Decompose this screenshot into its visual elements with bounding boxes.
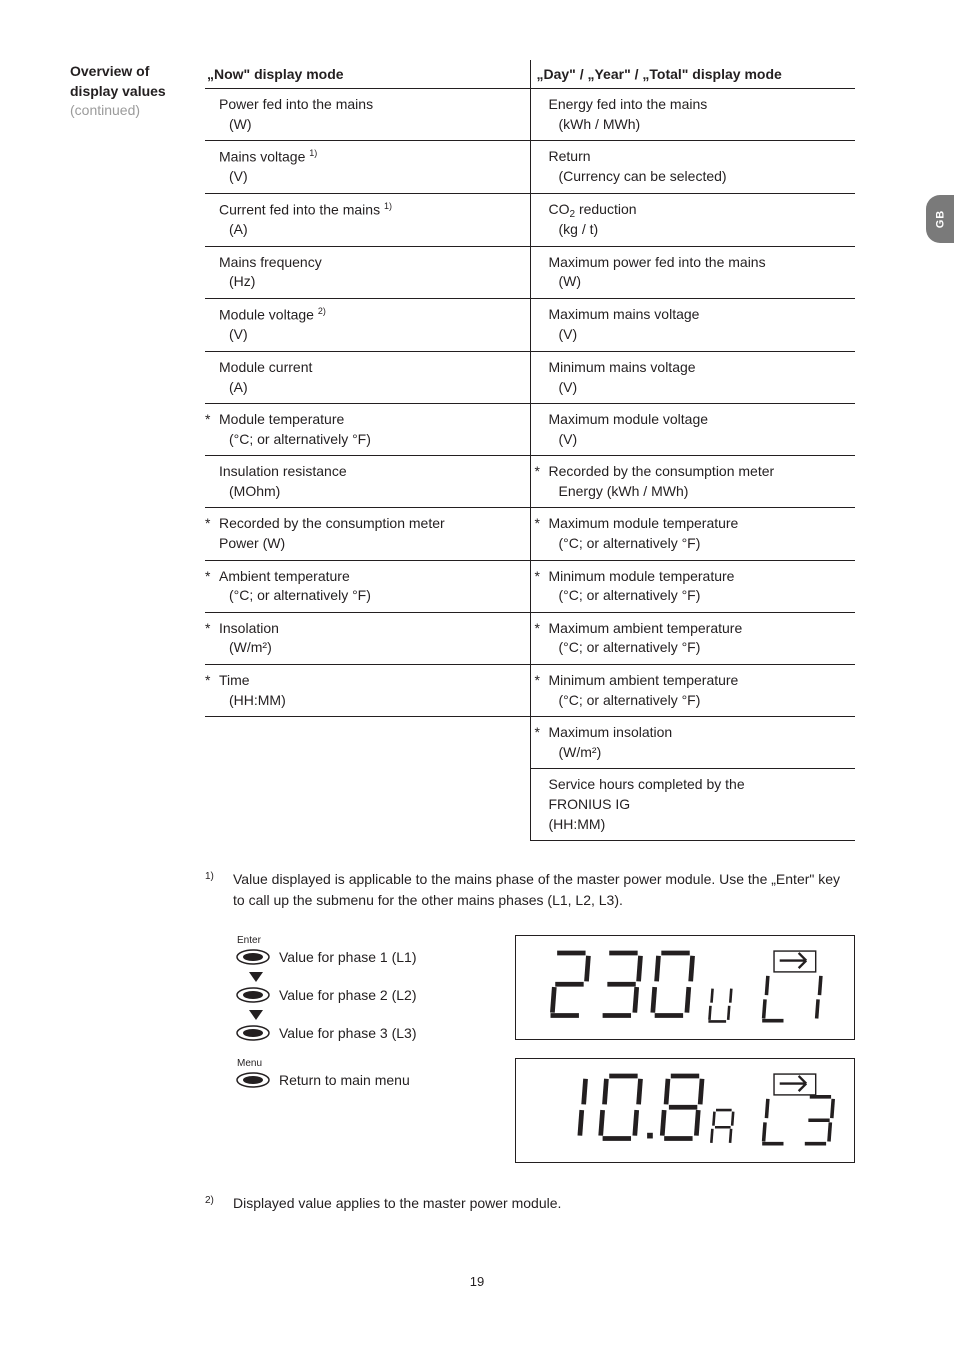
language-tab-label: GB	[934, 210, 946, 229]
table-cell-right: Maximum module voltage(V)	[530, 404, 855, 456]
side-heading-line2: display values	[70, 83, 166, 99]
table-cell-left: *Time(HH:MM)	[205, 665, 530, 717]
down-arrow-icon	[249, 1010, 263, 1020]
table-cell-right: *Maximum ambient temperature(°C; or alte…	[530, 612, 855, 664]
table-row: Power fed into the mains(W)Energy fed in…	[205, 89, 855, 141]
nav-section: Enter Value for phase 1 (L1) Value for p…	[205, 935, 855, 1163]
table-cell-right: *Maximum module temperature(°C; or alter…	[530, 508, 855, 560]
table-row: *Insolation(W/m²)*Maximum ambient temper…	[205, 612, 855, 664]
table-row: Service hours completed by theFRONIUS IG…	[205, 769, 855, 841]
side-heading-continued: (continued)	[70, 102, 140, 118]
display-values-table: „Now" display mode „Day" / „Year" / „Tot…	[205, 60, 855, 841]
main-content: „Now" display mode „Day" / „Year" / „Tot…	[205, 60, 855, 1214]
table-cell-right: Maximum power fed into the mains(W)	[530, 246, 855, 298]
nav-left-column: Enter Value for phase 1 (L1) Value for p…	[205, 935, 485, 1095]
table-cell-right: *Recorded by the consumption meterEnergy…	[530, 456, 855, 508]
table-row: Insulation resistance(MOhm)*Recorded by …	[205, 456, 855, 508]
nav-item-return: Return to main menu	[235, 1071, 485, 1089]
table-cell-left: Mains voltage 1)(V)	[205, 141, 530, 194]
nav-phase-3-label: Value for phase 3 (L3)	[279, 1025, 417, 1041]
table-cell-right: Return(Currency can be selected)	[530, 141, 855, 194]
footnote-1-num: 1)	[205, 869, 233, 911]
table-cell-right: *Minimum module temperature(°C; or alter…	[530, 560, 855, 612]
menu-key-icon	[235, 1071, 271, 1089]
nav-phase-2-label: Value for phase 2 (L2)	[279, 987, 417, 1003]
table-cell-left	[205, 717, 530, 769]
display-box-voltage	[515, 935, 855, 1040]
footnote-2-num: 2)	[205, 1193, 233, 1214]
nav-item-phase-2: Value for phase 2 (L2)	[235, 986, 485, 1004]
table-cell-right: Energy fed into the mains(kWh / MWh)	[530, 89, 855, 141]
nav-phase-1-label: Value for phase 1 (L1)	[279, 949, 417, 965]
table-cell-left: Insulation resistance(MOhm)	[205, 456, 530, 508]
table-cell-left: *Recorded by the consumption meterPower …	[205, 508, 530, 560]
table-row: *Ambient temperature(°C; or alternativel…	[205, 560, 855, 612]
table-cell-left: Module current(A)	[205, 351, 530, 403]
footnote-1: 1) Value displayed is applicable to the …	[205, 869, 855, 911]
down-arrow-icon	[249, 972, 263, 982]
enter-label: Enter	[237, 935, 485, 946]
table-cell-left: Module voltage 2)(V)	[205, 299, 530, 352]
table-cell-right: *Maximum insolation(W/m²)	[530, 717, 855, 769]
table-cell-left: Current fed into the mains 1)(A)	[205, 194, 530, 247]
table-row: *Maximum insolation(W/m²)	[205, 717, 855, 769]
enter-key-icon	[235, 1024, 271, 1042]
table-cell-right: *Minimum ambient temperature(°C; or alte…	[530, 665, 855, 717]
footnote-1-text: Value displayed is applicable to the mai…	[233, 869, 855, 911]
seven-segment-voltage	[524, 943, 846, 1033]
table-cell-right: Minimum mains voltage(V)	[530, 351, 855, 403]
footnote-2-text: Displayed value applies to the master po…	[233, 1193, 855, 1214]
nav-item-phase-1: Value for phase 1 (L1)	[235, 948, 485, 966]
table-header-left: „Now" display mode	[205, 60, 530, 89]
table-cell-left: Mains frequency(Hz)	[205, 246, 530, 298]
table-header-right: „Day" / „Year" / „Total" display mode	[530, 60, 855, 89]
nav-return-label: Return to main menu	[279, 1072, 410, 1088]
table-cell-left: *Module temperature(°C; or alternatively…	[205, 404, 530, 456]
table-row: Module voltage 2)(V)Maximum mains voltag…	[205, 299, 855, 352]
table-row: Mains voltage 1)(V)Return(Currency can b…	[205, 141, 855, 194]
language-tab: GB	[926, 195, 954, 243]
seven-segment-current	[524, 1066, 846, 1156]
menu-label: Menu	[237, 1058, 485, 1069]
side-heading-line1: Overview of	[70, 63, 149, 79]
enter-key-icon	[235, 986, 271, 1004]
nav-right-column	[515, 935, 855, 1163]
table-row: *Module temperature(°C; or alternatively…	[205, 404, 855, 456]
table-cell-right: Service hours completed by theFRONIUS IG…	[530, 769, 855, 841]
table-cell-left	[205, 769, 530, 841]
display-box-current	[515, 1058, 855, 1163]
table-row: Mains frequency(Hz)Maximum power fed int…	[205, 246, 855, 298]
side-heading: Overview of display values (continued)	[70, 62, 170, 121]
nav-item-phase-3: Value for phase 3 (L3)	[235, 1024, 485, 1042]
footnote-2: 2) Displayed value applies to the master…	[205, 1193, 855, 1214]
table-cell-left: *Insolation(W/m²)	[205, 612, 530, 664]
table-row: *Recorded by the consumption meterPower …	[205, 508, 855, 560]
table-row: *Time(HH:MM)*Minimum ambient temperature…	[205, 665, 855, 717]
table-cell-right: CO2 reduction(kg / t)	[530, 194, 855, 247]
table-row: Module current(A)Minimum mains voltage(V…	[205, 351, 855, 403]
page-number: 19	[70, 1274, 884, 1289]
table-cell-right: Maximum mains voltage(V)	[530, 299, 855, 352]
table-cell-left: Power fed into the mains(W)	[205, 89, 530, 141]
enter-key-icon	[235, 948, 271, 966]
table-row: Current fed into the mains 1)(A)CO2 redu…	[205, 194, 855, 247]
table-cell-left: *Ambient temperature(°C; or alternativel…	[205, 560, 530, 612]
